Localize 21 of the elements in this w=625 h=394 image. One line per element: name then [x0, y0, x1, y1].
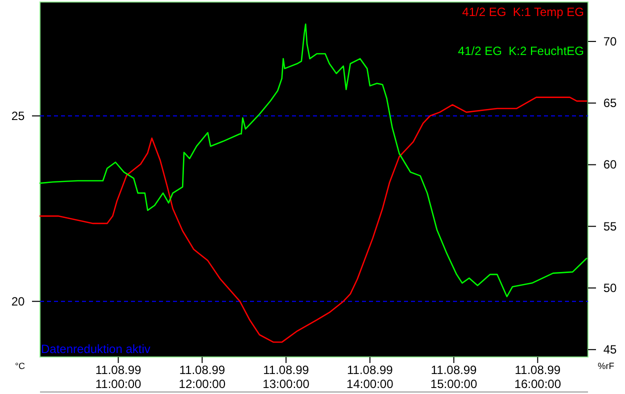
y2-tick-label: 70 — [603, 34, 617, 48]
y2-tick-label: 55 — [603, 219, 617, 234]
y2-tick-label: 60 — [603, 158, 617, 172]
y-tick-label: 20 — [11, 294, 25, 308]
x-tick-label: 11.08.99 15:00:00 — [430, 363, 478, 391]
y2-tick-label: 65 — [603, 96, 617, 110]
x-tick-label: 11.08.99 13:00:00 — [262, 363, 310, 391]
x-tick-label: 11.08.99 12:00:00 — [178, 363, 226, 391]
x-tick-label: 11.08.99 16:00:00 — [514, 363, 562, 391]
text: 41/2 EG K:1 Temp EG — [462, 5, 584, 19]
y-tick-label: 25 — [11, 108, 25, 123]
x-tick-label: 11.08.99 14:00:00 — [346, 363, 394, 391]
annotation: Datenreduktion aktiv — [41, 342, 150, 356]
line-series — [39, 96, 588, 343]
x-tick-label: 11.08.99 11:00:00 — [95, 363, 142, 391]
y2-axis-title: %rF — [598, 361, 615, 371]
y-axis-title: °C — [14, 361, 26, 371]
y2-tick-label: 45 — [603, 342, 617, 357]
text: 41/2 EG K:2 FeuchtEG — [458, 44, 584, 58]
line-series — [39, 24, 588, 298]
y2-tick-label: 50 — [603, 280, 617, 295]
